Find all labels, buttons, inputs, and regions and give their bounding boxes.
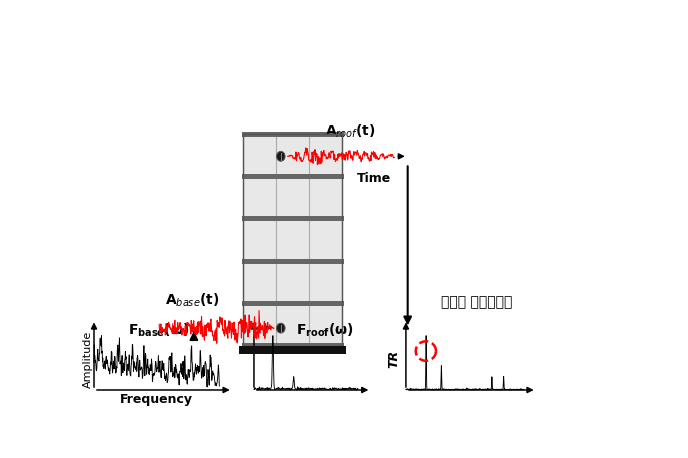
Bar <box>244 134 342 177</box>
Text: Time: Time <box>357 172 391 185</box>
Bar <box>241 301 343 306</box>
Bar <box>244 261 342 304</box>
Bar <box>239 346 346 354</box>
Ellipse shape <box>277 152 285 161</box>
Bar <box>244 134 342 346</box>
Text: Amplitude: Amplitude <box>83 331 93 388</box>
Text: $\mathbf{F_{roof}(\omega)}$: $\mathbf{F_{roof}(\omega)}$ <box>296 322 354 339</box>
Text: A$_{base}$(t): A$_{base}$(t) <box>164 291 219 309</box>
Ellipse shape <box>277 323 285 333</box>
Bar <box>244 177 342 219</box>
Bar <box>241 259 343 264</box>
Text: TR: TR <box>388 350 400 368</box>
Bar <box>241 217 343 222</box>
Text: $\mathbf{F_{base}(\omega)}$: $\mathbf{F_{base}(\omega)}$ <box>129 322 190 339</box>
Bar <box>241 344 343 349</box>
Text: A$_{roof}$(t): A$_{roof}$(t) <box>325 123 376 141</box>
Bar <box>244 304 342 346</box>
Text: Frequency: Frequency <box>120 393 193 406</box>
Bar <box>244 219 342 261</box>
Bar <box>241 132 343 137</box>
Bar <box>241 174 343 179</box>
Text: 건축물 고유진동수: 건축물 고유진동수 <box>440 295 512 309</box>
